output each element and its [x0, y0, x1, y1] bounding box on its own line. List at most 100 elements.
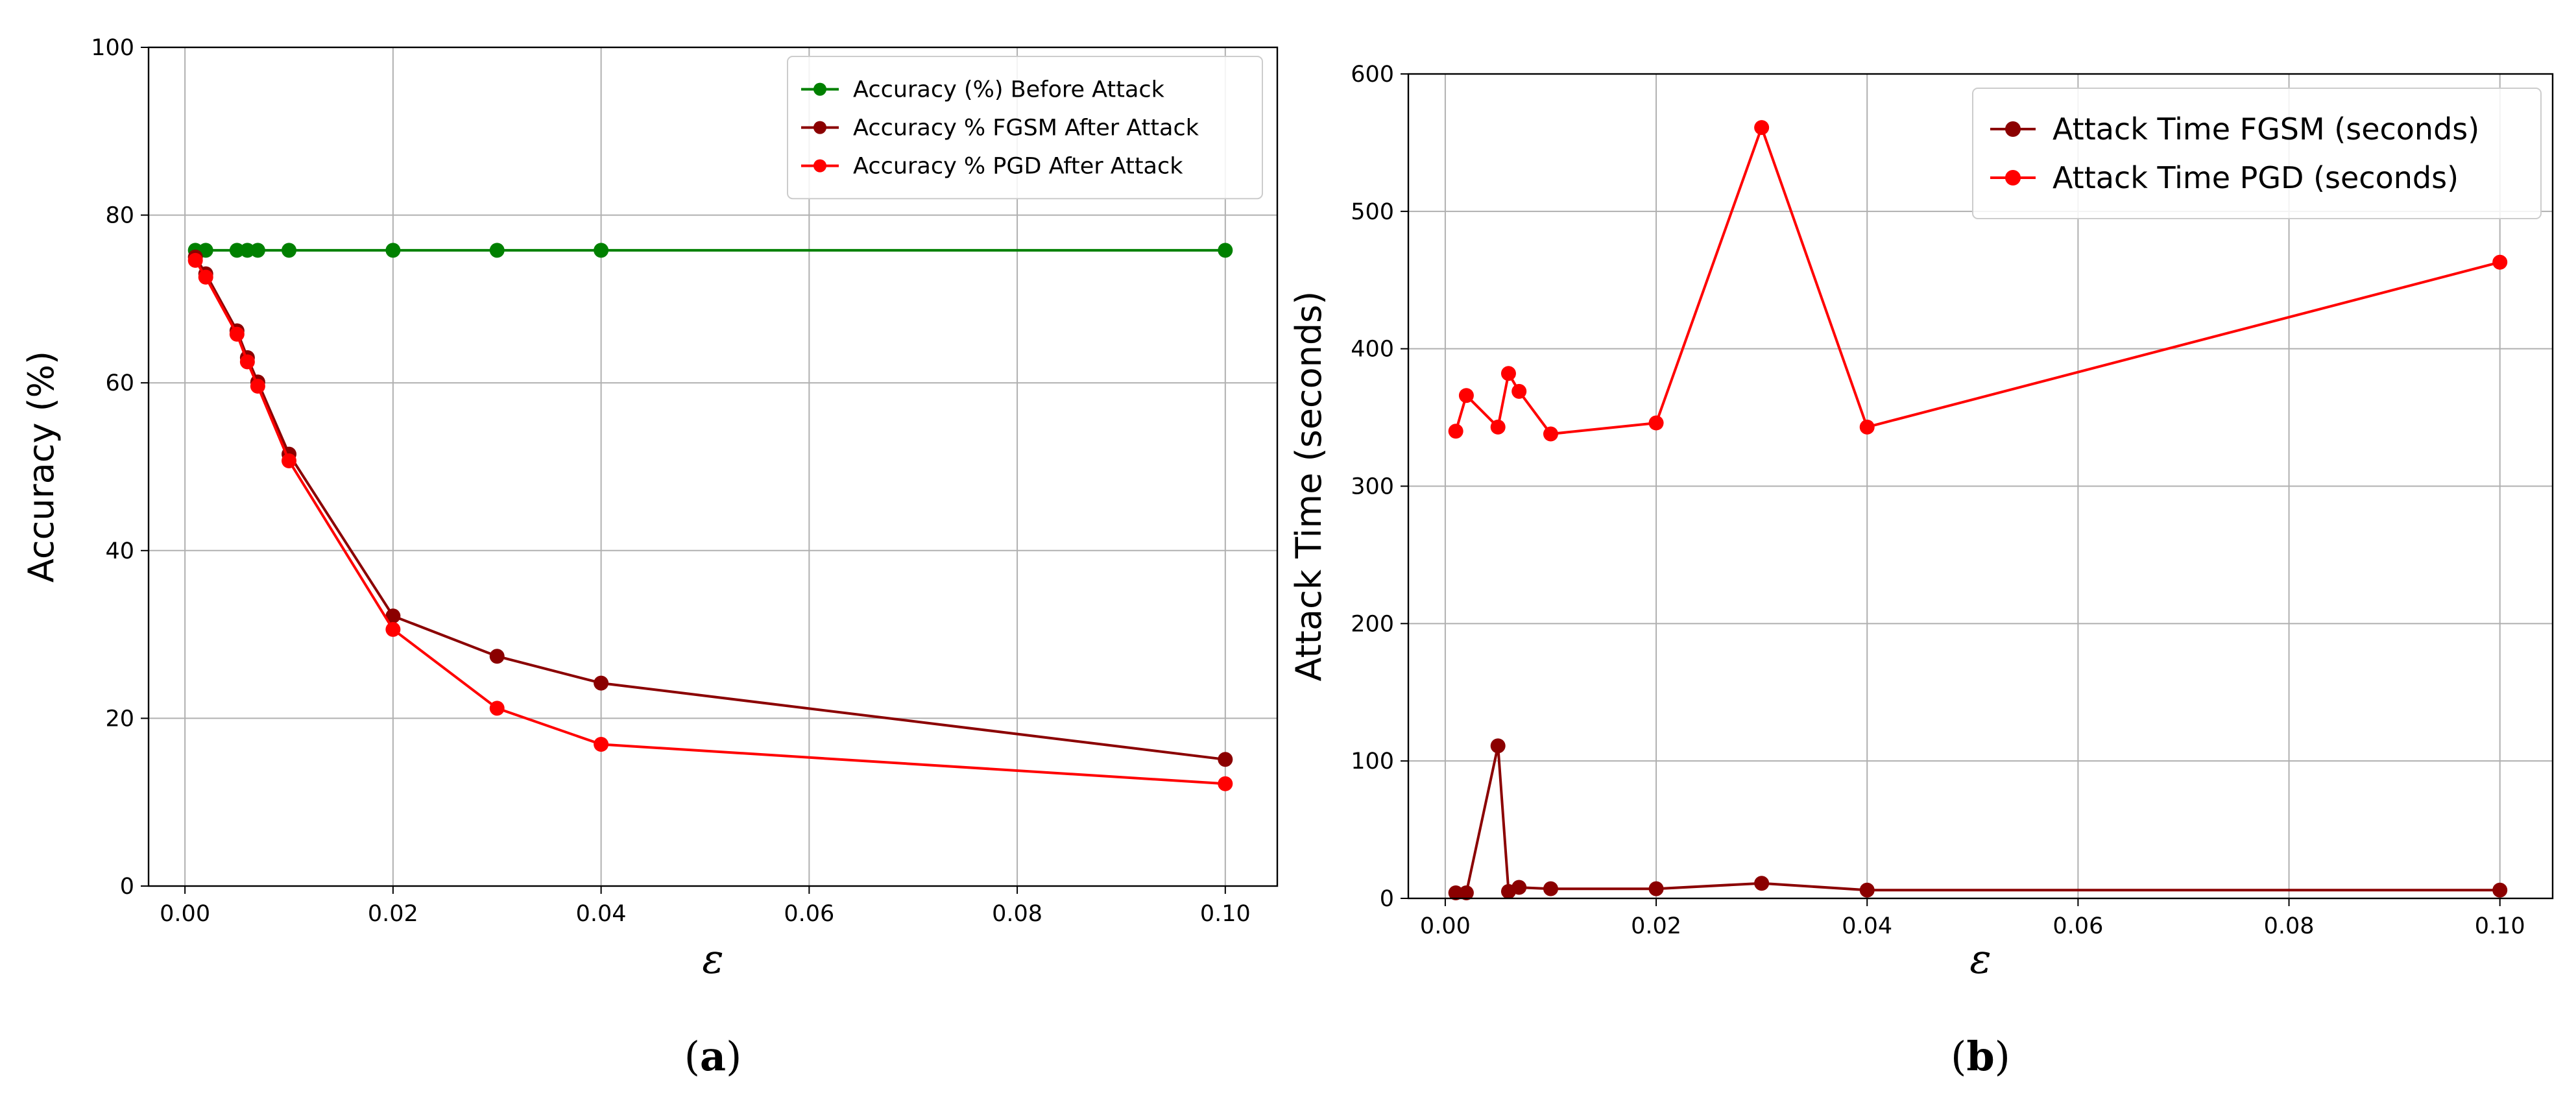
x-tick-label: 0.06	[2052, 913, 2103, 939]
x-axis-label-b: ε	[1969, 935, 1991, 983]
data-point	[1754, 876, 1770, 891]
legend-label: Accuracy % PGD After Attack	[853, 154, 1183, 180]
data-point	[1458, 388, 1474, 403]
caption-a-open: (	[684, 1033, 700, 1080]
plot-frame-a	[147, 46, 1279, 887]
series-3	[187, 252, 1233, 791]
data-point	[281, 453, 296, 468]
legend-label: Attack Time FGSM (seconds)	[2052, 112, 2479, 147]
data-point	[1543, 426, 1558, 442]
legend-box	[1972, 88, 2542, 219]
caption-b-letter: b	[1966, 1033, 1994, 1080]
y-tick-label: 600	[1351, 62, 1394, 88]
x-tick-label: 0.00	[160, 901, 210, 927]
caption-a-letter: a	[700, 1033, 726, 1080]
series-2	[1448, 120, 2508, 442]
data-point	[229, 326, 245, 342]
data-point	[1448, 424, 1463, 439]
y-axis-label-a: Accuracy (%)	[21, 351, 62, 582]
caption-a: (a)	[684, 1033, 742, 1080]
data-point	[594, 243, 609, 258]
legend-b: Attack Time FGSM (seconds) Attack Time PG…	[1972, 88, 2542, 219]
data-point	[1218, 243, 1233, 258]
data-point	[1448, 885, 1463, 901]
x-tick-label: 0.10	[1200, 901, 1251, 927]
legend-label: Attack Time PGD (seconds)	[2052, 160, 2459, 195]
data-point	[385, 243, 401, 258]
data-point	[250, 243, 265, 258]
data-point	[1511, 880, 1527, 895]
y-axis-label-b: Attack Time (seconds)	[1288, 291, 1329, 682]
legend-marker	[813, 159, 826, 173]
data-point	[489, 701, 505, 716]
series-line	[1454, 126, 2501, 435]
legend-a: Accuracy (%) Before Attack Accuracy % FGS…	[787, 56, 1263, 200]
data-point	[2492, 254, 2508, 270]
data-point	[1859, 882, 1875, 898]
caption-b: (b)	[1951, 1033, 2010, 1080]
x-tick-label: 0.08	[2264, 913, 2315, 939]
legend-marker	[813, 82, 826, 96]
data-point	[1500, 366, 1516, 381]
y-tick-label: 100	[1351, 749, 1394, 774]
data-point	[1218, 776, 1233, 791]
data-point	[187, 252, 203, 268]
y-tick-label: 300	[1351, 474, 1394, 500]
y-tick-label: 20	[105, 706, 134, 732]
data-point	[1543, 881, 1558, 896]
data-point	[1648, 881, 1664, 896]
data-point	[239, 354, 255, 370]
data-point	[594, 675, 609, 691]
data-point	[1458, 885, 1474, 901]
data-point	[2492, 882, 2508, 898]
x-tick-label: 0.04	[576, 901, 627, 927]
y-tick-label: 0	[120, 874, 134, 900]
chart-panel-a: 0.00 0.02 0.04 0.06 0.08 0.10 0 20 40 60 80 100 Acc…	[21, 35, 1279, 1080]
x-tick-label: 0.06	[784, 901, 834, 927]
x-tick-label: 0.10	[2475, 913, 2525, 939]
data-point	[1490, 738, 1506, 754]
chart-panel-b: 0.00 0.02 0.04 0.06 0.08 0.10 0 100 200 300 400 500…	[1288, 62, 2554, 1080]
ticks-b: 0.00 0.02 0.04 0.06 0.08 0.10 0 100 200 300 400 500…	[1351, 62, 2525, 939]
caption-b-open: (	[1951, 1033, 1966, 1080]
data-point	[1648, 415, 1664, 431]
x-tick-label: 0.04	[1842, 913, 1892, 939]
legend-marker	[2005, 121, 2021, 137]
y-tick-label: 40	[105, 538, 134, 564]
data-point	[281, 243, 296, 258]
y-tick-label: 500	[1351, 199, 1394, 225]
series-line	[1456, 744, 2500, 894]
x-tick-label: 0.08	[992, 901, 1042, 927]
y-tick-label: 100	[91, 35, 134, 61]
x-axis-label-a: ε	[702, 935, 723, 983]
data-point	[594, 736, 609, 752]
legend-marker	[2005, 170, 2021, 186]
series-line	[194, 259, 1225, 786]
legend-marker	[813, 121, 826, 134]
data-point	[1218, 752, 1233, 767]
series-a	[187, 243, 1233, 791]
ticks-a: 0.00 0.02 0.04 0.06 0.08 0.10 0 20 40 60 80 100	[91, 35, 1251, 927]
caption-b-close: )	[1995, 1033, 2010, 1080]
data-point	[385, 621, 401, 637]
y-tick-label: 400	[1351, 337, 1394, 363]
data-point	[239, 243, 255, 258]
y-tick-label: 200	[1351, 611, 1394, 637]
x-tick-label: 0.02	[368, 901, 418, 927]
series-line	[194, 256, 1226, 761]
legend-label: Accuracy % FGSM After Attack	[853, 115, 1199, 141]
series-b	[1448, 120, 2508, 901]
y-tick-label: 80	[105, 203, 134, 229]
caption-a-close: )	[726, 1033, 741, 1080]
data-point	[1511, 383, 1527, 399]
x-tick-label: 0.02	[1631, 913, 1681, 939]
data-point	[1859, 419, 1875, 435]
grid-a	[149, 47, 1277, 887]
data-point	[198, 269, 213, 285]
data-point	[489, 243, 505, 258]
y-tick-label: 60	[105, 370, 134, 396]
data-point	[1490, 419, 1506, 435]
x-tick-label: 0.00	[1420, 913, 1471, 939]
data-point	[229, 243, 245, 258]
